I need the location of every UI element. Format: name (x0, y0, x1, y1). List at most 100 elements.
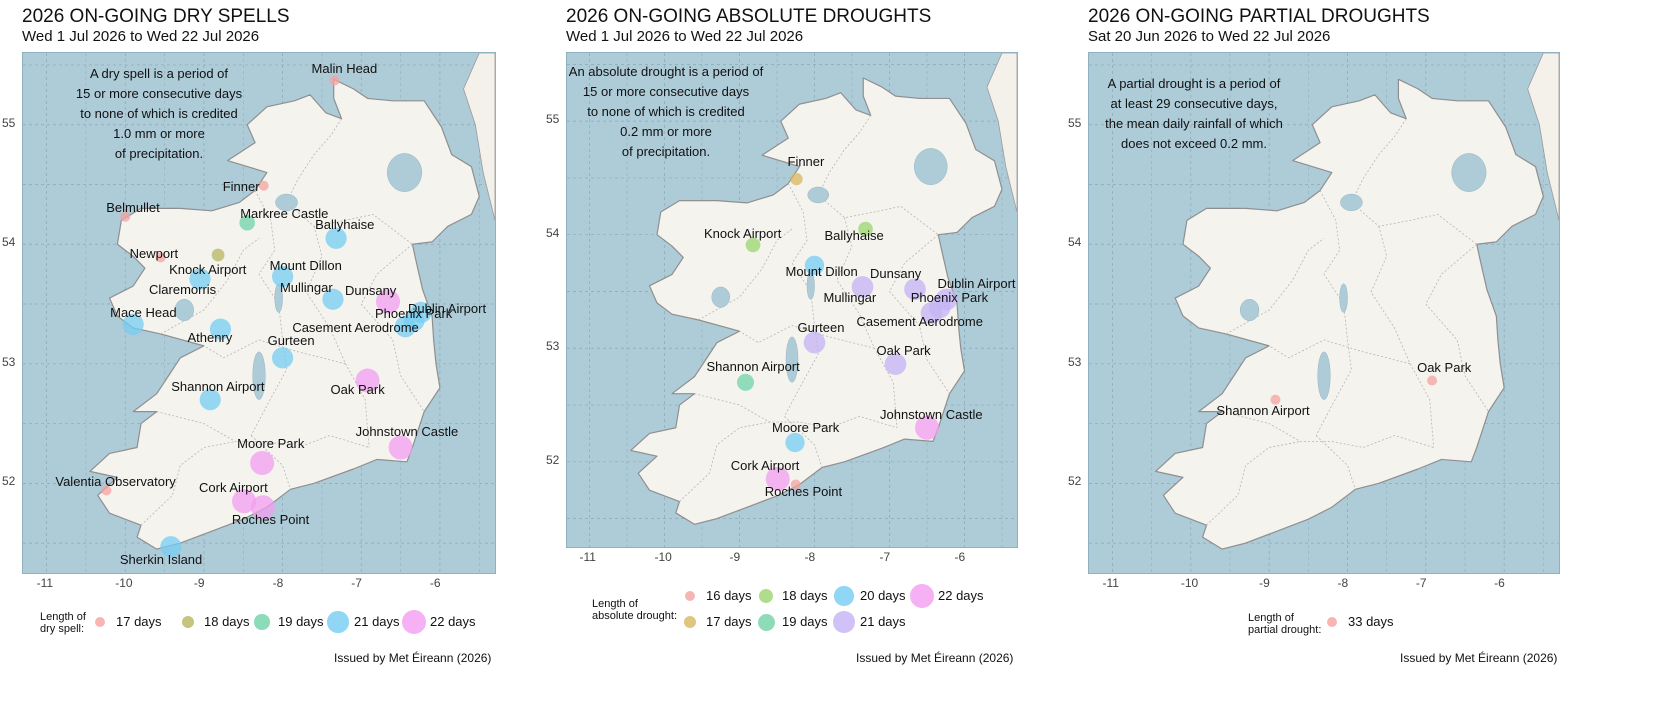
legend-swatch (402, 610, 426, 634)
county-boundary (817, 115, 939, 236)
station-marker[interactable] (394, 316, 416, 338)
station-marker[interactable] (239, 214, 255, 231)
station-label: Gurteen (267, 332, 315, 348)
x-tick-label: -11 (579, 550, 596, 564)
definition-line: of precipitation. (621, 144, 711, 159)
station-marker[interactable] (211, 248, 225, 262)
legend-swatch (1327, 617, 1337, 627)
station-marker[interactable] (915, 415, 939, 440)
station-marker[interactable] (120, 211, 131, 222)
station-marker[interactable] (745, 237, 761, 253)
station-marker[interactable] (272, 265, 294, 288)
station-label: Mount Dillon (269, 257, 342, 273)
legend-swatch (254, 614, 270, 630)
issued-by: Issued by Met Éireann (2026) (856, 651, 1014, 665)
station-marker[interactable] (258, 180, 269, 191)
x-tick-label: -10 (115, 576, 133, 590)
panel-subtitle: Wed 1 Jul 2026 to Wed 22 Jul 2026 (22, 28, 260, 45)
station-label: Moore Park (237, 436, 305, 452)
station-marker[interactable] (329, 75, 340, 86)
station-marker[interactable] (737, 373, 754, 391)
station-marker[interactable] (1270, 394, 1281, 405)
x-tick-label: -7 (879, 550, 891, 564)
station-marker[interactable] (785, 432, 805, 453)
x-tick-label: -8 (804, 550, 816, 564)
map-area[interactable] (566, 52, 1018, 548)
station-marker[interactable] (250, 451, 275, 476)
legend-swatch (181, 615, 195, 629)
station-marker[interactable] (388, 435, 413, 460)
station-marker[interactable] (101, 485, 112, 496)
station-marker[interactable] (122, 313, 144, 335)
county-boundary (1370, 226, 1435, 448)
station-marker[interactable] (250, 495, 275, 520)
station-marker[interactable] (355, 368, 380, 393)
y-tick-label: 53 (1068, 354, 1082, 369)
legend-label: 20 days (860, 588, 906, 603)
station-marker[interactable] (790, 479, 801, 490)
station-label: Shannon Airport (171, 378, 265, 394)
county-boundary (694, 393, 898, 429)
x-tick-label: -11 (36, 576, 54, 590)
county-boundary (836, 217, 898, 428)
y-tick-label: 55 (2, 115, 16, 130)
issued-by: Issued by Met Éireann (2026) (334, 651, 492, 665)
station-label: Mount Dillon (785, 264, 858, 280)
definition-line: of precipitation. (114, 146, 204, 161)
legend-label: 18 days (782, 588, 828, 603)
lough (711, 286, 730, 308)
legend-title: Length of absolute drought: (592, 598, 678, 622)
county-boundary (739, 325, 875, 349)
lough (386, 153, 423, 192)
x-tick-label: -7 (351, 576, 362, 590)
station-marker[interactable] (858, 221, 873, 237)
station-label: Mullingar (823, 289, 877, 305)
station-marker[interactable] (1427, 375, 1438, 386)
station-label: Finner (787, 154, 825, 170)
map-area[interactable] (1088, 52, 1560, 574)
station-marker[interactable] (155, 252, 166, 263)
definition-line: at least 29 consecutive days, (1110, 96, 1278, 111)
definition-line: 15 or more consecutive days (582, 84, 750, 99)
station-marker[interactable] (322, 288, 344, 310)
legend-swatch (833, 611, 855, 633)
map-area[interactable] (22, 52, 496, 574)
station-label: Shannon Airport (706, 359, 800, 375)
county-boundary (156, 411, 370, 448)
station-label: Dublin Airport (408, 301, 487, 317)
station-label: Knock Airport (704, 225, 782, 241)
britain-land (1527, 53, 1559, 221)
station-marker[interactable] (804, 255, 825, 276)
station-marker[interactable] (851, 276, 874, 298)
x-tick-label: -8 (272, 576, 284, 590)
y-tick-label: 55 (1068, 115, 1082, 130)
station-label: Knock Airport (169, 262, 247, 278)
station-marker[interactable] (189, 268, 211, 290)
station-marker[interactable] (920, 302, 943, 324)
absolute-droughts-panel: 2026 ON-GOING ABSOLUTE DROUGHTS Wed 1 Ju… (546, 0, 1086, 710)
y-tick-label: 54 (546, 225, 560, 240)
station-marker[interactable] (325, 227, 347, 249)
station-label: Athenry (187, 330, 233, 346)
station-marker[interactable] (272, 347, 294, 369)
station-marker[interactable] (790, 172, 803, 186)
station-marker[interactable] (199, 389, 221, 411)
britain-land (463, 53, 495, 221)
station-marker[interactable] (765, 466, 790, 491)
x-tick-label: -6 (954, 550, 966, 564)
station-marker[interactable] (904, 278, 926, 301)
station-marker[interactable] (209, 318, 232, 340)
station-marker[interactable] (232, 489, 257, 514)
station-label: Johnstown Castle (355, 424, 459, 440)
station-marker[interactable] (160, 536, 182, 558)
partial-droughts-panel: 2026 ON-GOING PARTIAL DROUGHTS Sat 20 Ju… (1068, 0, 1664, 710)
station-marker[interactable] (803, 331, 826, 354)
county-boundary (140, 441, 236, 526)
ireland-land (89, 78, 480, 550)
station-marker[interactable] (376, 289, 401, 314)
station-marker[interactable] (884, 353, 907, 375)
county-boundary (698, 228, 793, 321)
station-label: Malin Head (311, 61, 378, 77)
definition-line: to none of which is credited (80, 106, 238, 121)
legend-label: 16 days (706, 588, 752, 603)
